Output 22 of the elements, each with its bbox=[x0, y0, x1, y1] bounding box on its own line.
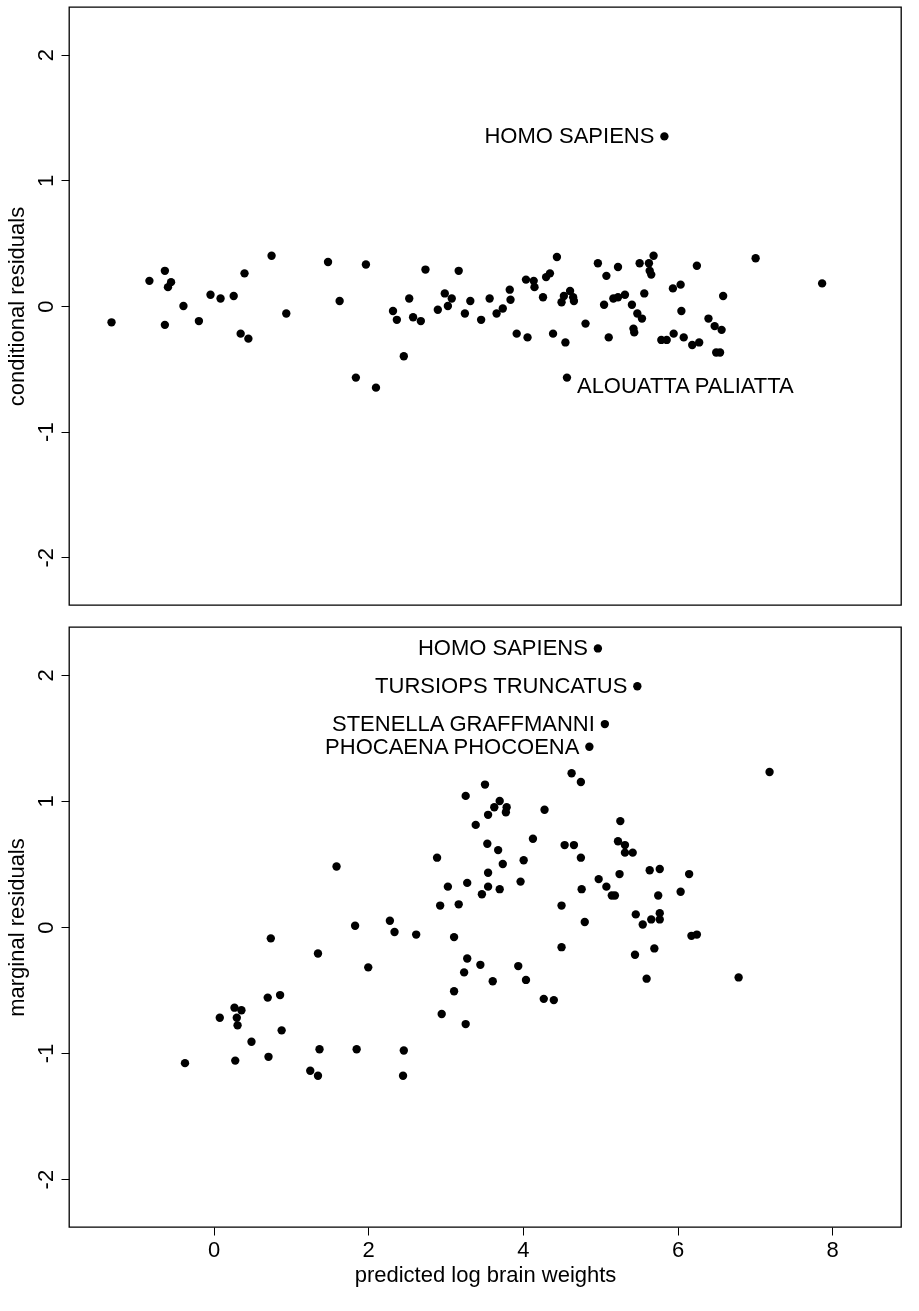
annotation: ALOUATTA PALIATTA bbox=[576, 372, 795, 398]
y-tick-label: -2 bbox=[32, 1169, 58, 1190]
x-tick-label: 8 bbox=[826, 1236, 839, 1262]
y-tick-label: -1 bbox=[32, 422, 58, 442]
annotation: TURSIOPS TRUNCATUS bbox=[375, 673, 628, 699]
y-axis-title: conditional residuals bbox=[3, 206, 29, 407]
y-tick-label: 0 bbox=[32, 300, 58, 313]
y-axis-title: marginal residuals bbox=[3, 838, 29, 1017]
annotation: HOMO SAPIENS bbox=[484, 123, 655, 149]
y-tick-label: 2 bbox=[32, 49, 58, 62]
y-tick-label: 2 bbox=[32, 669, 58, 682]
x-axis-title: predicted log brain weights bbox=[354, 1261, 617, 1287]
x-tick-label: 0 bbox=[207, 1236, 221, 1262]
x-tick-label: 6 bbox=[671, 1236, 685, 1262]
y-tick-label: 0 bbox=[32, 921, 58, 934]
y-tick-label: -2 bbox=[32, 547, 58, 568]
y-tick-label: 1 bbox=[32, 174, 58, 187]
annotation: HOMO SAPIENS bbox=[417, 635, 588, 661]
x-tick-label: 2 bbox=[362, 1236, 375, 1262]
y-tick-label: -1 bbox=[32, 1043, 58, 1064]
x-tick-label: 4 bbox=[517, 1236, 530, 1262]
y-tick-label: 1 bbox=[32, 795, 58, 808]
